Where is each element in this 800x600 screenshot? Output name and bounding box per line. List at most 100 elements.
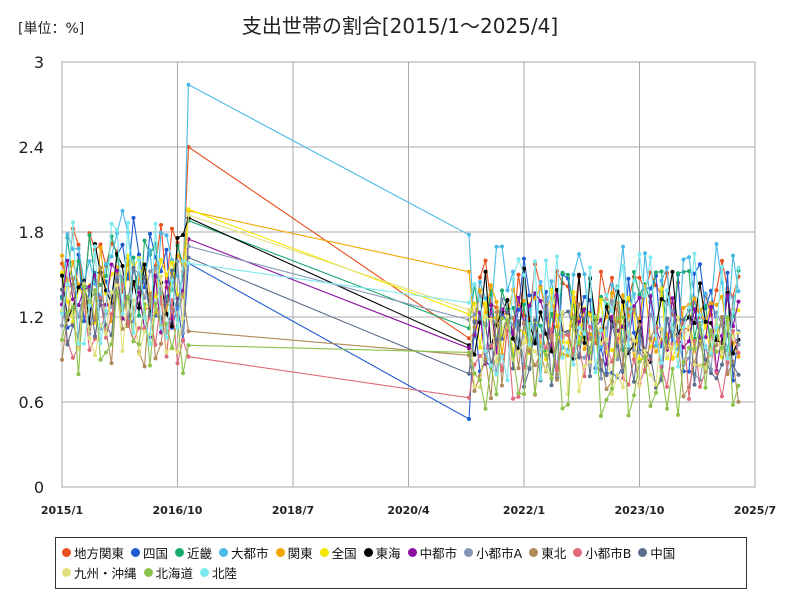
data-point	[164, 273, 169, 278]
data-point	[472, 352, 477, 357]
data-point	[637, 383, 642, 388]
data-point	[615, 344, 620, 349]
data-point	[511, 331, 515, 336]
data-point	[643, 251, 647, 256]
data-point	[511, 277, 515, 282]
data-point	[648, 255, 653, 260]
data-point	[643, 355, 647, 360]
data-point	[153, 221, 158, 226]
data-point	[71, 304, 75, 309]
data-point	[104, 274, 108, 278]
data-point	[670, 309, 675, 314]
data-point	[648, 404, 653, 408]
data-point	[511, 315, 515, 320]
legend-item: 東北	[529, 542, 566, 562]
data-point	[599, 297, 603, 302]
data-point	[720, 394, 724, 399]
data-point	[71, 260, 75, 264]
legend-label: 四国	[143, 545, 169, 561]
legend-marker	[638, 547, 648, 557]
data-point	[571, 348, 576, 353]
data-point	[648, 312, 653, 317]
data-point	[665, 265, 669, 270]
data-point	[626, 413, 631, 418]
data-point	[692, 362, 697, 367]
data-point	[71, 297, 75, 302]
line-chart: 0 0.6 1.2 1.8 2.4 3 2015/1 2016/10 2018/7 2020/4…	[19, 53, 777, 517]
data-point	[93, 334, 97, 339]
data-point	[142, 364, 147, 369]
data-point	[725, 372, 730, 377]
data-point	[599, 344, 603, 349]
data-point	[522, 392, 526, 396]
data-point	[142, 262, 147, 267]
data-point	[137, 342, 141, 347]
data-point	[137, 257, 141, 262]
data-point	[643, 348, 647, 353]
legend-label: 関東	[287, 545, 313, 561]
data-point	[98, 341, 103, 346]
data-point	[571, 290, 576, 295]
data-point	[181, 331, 185, 336]
data-point	[538, 310, 543, 315]
data-point	[115, 290, 119, 295]
series-line	[61, 222, 740, 381]
data-point	[681, 269, 686, 274]
data-point	[181, 337, 185, 342]
data-point	[560, 270, 565, 275]
data-point	[511, 396, 515, 401]
legend-marker	[143, 567, 153, 577]
data-point	[65, 310, 70, 315]
data-point	[654, 333, 658, 338]
data-point	[588, 350, 592, 355]
data-point	[170, 346, 174, 351]
data-point	[494, 359, 499, 364]
data-point	[643, 293, 647, 298]
data-point	[725, 360, 730, 365]
data-point	[681, 305, 686, 310]
data-point	[687, 255, 691, 260]
legend-label: 東海	[375, 545, 401, 561]
data-point	[467, 307, 471, 312]
series-line	[61, 286, 740, 417]
series-15	[60, 220, 741, 383]
data-point	[478, 280, 482, 284]
legend-item: 北陸	[200, 562, 237, 582]
x-tick-label: 2016/10	[153, 504, 203, 517]
data-point	[599, 414, 603, 418]
data-point	[120, 327, 125, 331]
data-point	[698, 281, 702, 286]
legend-item: 小都市A	[464, 542, 522, 562]
data-point	[533, 392, 537, 396]
data-point	[610, 282, 614, 287]
data-point	[159, 325, 163, 330]
legend-item: 東海	[363, 542, 401, 562]
data-point	[500, 297, 504, 302]
data-point	[555, 287, 559, 292]
data-point	[522, 320, 526, 325]
data-point	[676, 412, 680, 417]
data-point	[681, 345, 686, 350]
data-point	[76, 303, 81, 308]
data-point	[670, 269, 675, 274]
data-point	[522, 266, 526, 271]
unit-label: [単位：%]	[18, 21, 85, 37]
data-point	[533, 259, 537, 264]
data-point	[164, 247, 169, 252]
data-point	[665, 288, 669, 293]
data-point	[467, 317, 471, 322]
data-point	[692, 347, 697, 352]
data-point	[577, 389, 581, 394]
legend-marker	[319, 547, 329, 557]
data-point	[731, 402, 735, 407]
data-point	[731, 329, 735, 333]
data-point	[170, 260, 174, 265]
data-point	[555, 377, 559, 382]
data-point	[104, 350, 108, 355]
data-point	[736, 354, 741, 359]
data-point	[659, 269, 664, 274]
data-point	[186, 261, 191, 266]
data-point	[153, 294, 158, 299]
x-tick-label: 2025/7	[734, 504, 776, 517]
data-point	[687, 356, 691, 361]
